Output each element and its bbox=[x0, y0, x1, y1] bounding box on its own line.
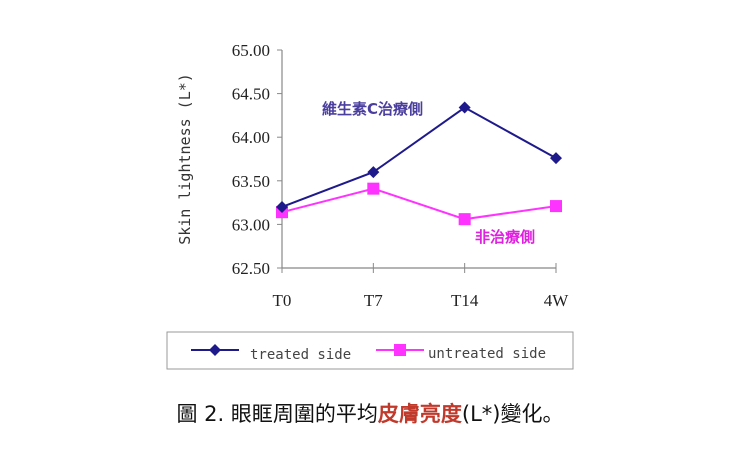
legend-marker bbox=[209, 344, 221, 356]
x-tick-label: 4W bbox=[544, 291, 570, 310]
data-point bbox=[458, 101, 471, 114]
data-point bbox=[550, 152, 562, 165]
series-annotation: 維生素C治療側 bbox=[322, 100, 423, 118]
caption-highlight: 皮膚亮度 bbox=[377, 402, 462, 426]
x-tick-label: T14 bbox=[451, 291, 479, 310]
y-tick-label: 63.00 bbox=[232, 215, 270, 234]
data-point bbox=[367, 182, 380, 195]
series-line bbox=[281, 106, 557, 208]
caption-suffix: (L*)變化。 bbox=[461, 402, 564, 426]
data-point bbox=[550, 200, 562, 213]
data-point bbox=[367, 166, 380, 179]
legend-label: untreated side bbox=[428, 346, 546, 362]
data-point bbox=[276, 200, 288, 213]
y-axis-label: Skin lightness (L*) bbox=[176, 73, 194, 245]
y-tick-label: 62.50 bbox=[232, 259, 270, 278]
legend-marker bbox=[394, 344, 406, 356]
series-line bbox=[281, 187, 557, 221]
series-annotation: 非治療側 bbox=[475, 228, 535, 246]
data-point bbox=[458, 213, 471, 226]
figure-caption: 圖 2. 眼眶周圍的平均皮膚亮度(L*)變化。 bbox=[0, 398, 740, 428]
legend-label: treated side bbox=[250, 347, 351, 363]
x-tick-label: T7 bbox=[364, 291, 383, 310]
caption-prefix: 圖 2. 眼眶周圍的平均 bbox=[176, 402, 378, 426]
y-tick-label: 65.00 bbox=[232, 41, 270, 60]
y-tick-label: 64.00 bbox=[232, 128, 270, 147]
x-tick-label: T0 bbox=[273, 291, 292, 310]
y-tick-label: 63.50 bbox=[232, 172, 270, 191]
y-tick-label: 64.50 bbox=[232, 85, 270, 104]
